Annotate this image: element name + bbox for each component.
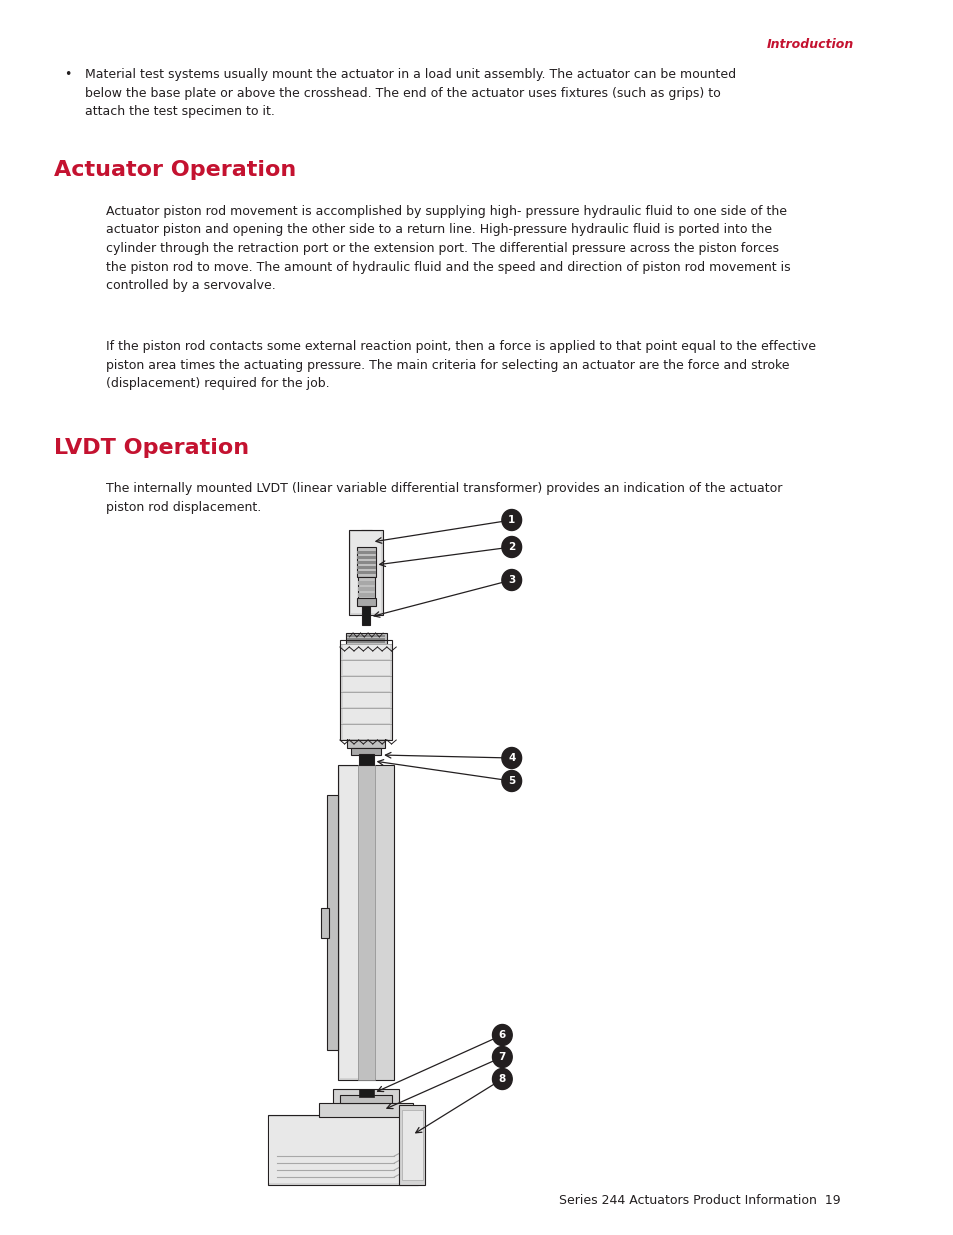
Text: 7: 7 xyxy=(498,1052,505,1062)
Text: The internally mounted LVDT (linear variable differential transformer) provides : The internally mounted LVDT (linear vari… xyxy=(106,482,781,514)
Bar xyxy=(362,599,370,625)
Circle shape xyxy=(492,1068,512,1089)
Bar xyxy=(339,692,392,708)
Bar xyxy=(269,1116,416,1183)
Text: Actuator piston rod movement is accomplished by supplying high- pressure hydraul: Actuator piston rod movement is accompli… xyxy=(106,205,790,291)
Bar xyxy=(339,767,392,1078)
Bar xyxy=(398,1105,425,1186)
Bar xyxy=(339,659,392,676)
Bar xyxy=(358,755,374,764)
Text: •: • xyxy=(64,68,71,82)
Bar xyxy=(347,635,385,637)
Bar xyxy=(321,908,328,939)
Bar xyxy=(351,532,381,613)
Bar xyxy=(356,566,375,569)
Bar xyxy=(342,661,389,676)
Bar xyxy=(333,1089,398,1105)
Bar xyxy=(342,709,389,722)
Bar xyxy=(401,1110,422,1179)
Bar xyxy=(357,587,375,592)
Text: 2: 2 xyxy=(508,542,515,552)
Bar xyxy=(337,764,394,1079)
Bar xyxy=(360,530,372,555)
Bar xyxy=(357,577,375,599)
Bar xyxy=(356,561,375,564)
Bar xyxy=(375,767,392,1078)
Bar xyxy=(356,571,375,574)
Text: 8: 8 xyxy=(498,1074,505,1084)
Circle shape xyxy=(501,771,521,792)
Text: 5: 5 xyxy=(508,776,515,785)
Bar xyxy=(268,1115,417,1186)
Bar xyxy=(356,598,375,606)
Bar xyxy=(339,724,392,740)
Bar xyxy=(356,547,375,577)
Bar xyxy=(356,551,375,555)
Bar xyxy=(349,530,383,615)
Bar xyxy=(358,1089,374,1097)
Text: If the piston rod contacts some external reaction point, then a force is applied: If the piston rod contacts some external… xyxy=(106,340,815,390)
Bar xyxy=(357,593,375,597)
Bar xyxy=(339,708,392,724)
Bar xyxy=(342,693,389,706)
Circle shape xyxy=(501,510,521,531)
Bar xyxy=(356,556,375,559)
Bar xyxy=(345,634,387,645)
Bar xyxy=(339,676,392,692)
Circle shape xyxy=(492,1046,512,1067)
Bar xyxy=(342,677,389,692)
Text: 6: 6 xyxy=(498,1030,505,1040)
Bar xyxy=(319,1103,413,1116)
Bar xyxy=(339,640,392,740)
Text: 4: 4 xyxy=(508,753,515,763)
Text: Actuator Operation: Actuator Operation xyxy=(54,161,296,180)
Bar xyxy=(351,748,381,755)
Bar xyxy=(342,725,389,739)
Bar xyxy=(357,764,375,1079)
Text: Introduction: Introduction xyxy=(766,38,854,51)
Bar xyxy=(357,580,375,585)
Bar xyxy=(327,795,337,1050)
Bar xyxy=(347,638,385,640)
Circle shape xyxy=(492,1025,512,1046)
Bar xyxy=(347,641,385,643)
Bar xyxy=(342,645,389,659)
Circle shape xyxy=(501,569,521,590)
Text: Material test systems usually mount the actuator in a load unit assembly. The ac: Material test systems usually mount the … xyxy=(85,68,735,119)
Text: 1: 1 xyxy=(508,515,515,525)
Bar xyxy=(347,739,385,748)
Circle shape xyxy=(501,747,521,768)
Circle shape xyxy=(501,536,521,557)
Bar xyxy=(339,643,392,659)
Bar xyxy=(339,1095,392,1103)
Text: LVDT Operation: LVDT Operation xyxy=(54,438,250,458)
Text: Series 244 Actuators Product Information  19: Series 244 Actuators Product Information… xyxy=(558,1194,840,1207)
Text: 3: 3 xyxy=(508,576,515,585)
